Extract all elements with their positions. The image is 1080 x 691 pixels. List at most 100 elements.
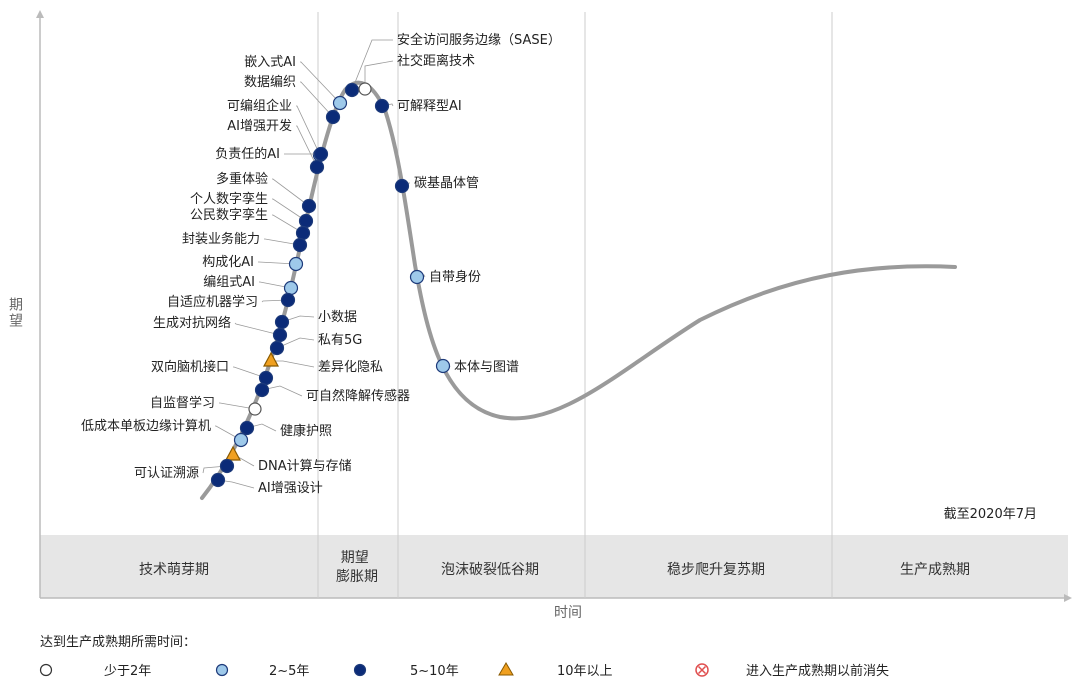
technology-marker[interactable] [254, 382, 270, 398]
technology-marker[interactable] [295, 225, 311, 241]
technology-marker[interactable] [292, 237, 308, 253]
technology-marker[interactable] [394, 178, 410, 194]
technology-label: 低成本单板边缘计算机 [81, 419, 211, 434]
leader-line [264, 238, 301, 246]
technology-label: 负责任的AI [215, 146, 280, 162]
legend-label: 进入生产成熟期以前消失 [746, 663, 889, 679]
technology-label: 可编组企业 [227, 98, 292, 114]
technology-marker[interactable] [325, 109, 341, 125]
technology-marker[interactable] [283, 280, 299, 296]
technology-marker[interactable] [409, 269, 425, 285]
leader-line [351, 39, 393, 91]
technology-label: AI增强设计 [258, 481, 323, 496]
technology-marker[interactable] [248, 402, 262, 416]
technology-marker[interactable] [280, 292, 296, 308]
technology-label: 健康护照 [280, 423, 332, 439]
technology-label: 可解释型AI [397, 99, 462, 114]
x-axis-label: 时间 [554, 605, 582, 621]
technology-marker[interactable] [272, 327, 288, 343]
technology-marker[interactable] [239, 420, 255, 436]
technology-label: 个人数字孪生 [190, 191, 268, 207]
technology-marker[interactable] [262, 351, 280, 367]
leader-line [272, 214, 304, 234]
leader-line [234, 322, 281, 336]
technology-marker[interactable] [301, 198, 317, 214]
technology-label: 安全访问服务边缘（SASE） [397, 32, 561, 48]
leader-line [272, 198, 307, 222]
technology-label: 数据编织 [244, 75, 296, 90]
technology-marker[interactable] [358, 82, 372, 96]
technology-label: AI增强开发 [227, 118, 292, 134]
leader-line [219, 402, 256, 410]
leader-line [259, 281, 292, 289]
leader-line [261, 299, 289, 303]
technology-marker[interactable] [344, 82, 360, 98]
phase-band [40, 535, 1068, 598]
x-axis-arrow-icon [1064, 594, 1072, 602]
phase-label: 泡沫破裂低谷期 [441, 562, 539, 578]
leader-line [300, 61, 341, 104]
technology-label: 自适应机器学习 [167, 294, 258, 310]
technology-label: 可认证溯源 [134, 465, 199, 481]
technology-label: 多重体验 [216, 171, 268, 187]
technology-marker[interactable] [274, 314, 290, 330]
legend-title: 达到生产成熟期所需时间： [40, 634, 196, 650]
technology-marker[interactable] [374, 98, 390, 114]
phase-label: 期望 膨胀期 [336, 550, 378, 585]
technology-label: 可自然降解传感器 [306, 388, 410, 404]
technology-marker[interactable] [224, 445, 242, 461]
technology-marker[interactable] [258, 370, 274, 386]
technology-label: 碳基晶体管 [414, 176, 479, 191]
technology-marker[interactable] [269, 340, 285, 356]
y-axis-label: 期望 [7, 297, 23, 329]
technology-marker[interactable] [233, 432, 249, 448]
technology-marker[interactable] [298, 213, 314, 229]
legend-label: 10年以上 [557, 664, 613, 679]
leader-line [233, 366, 267, 379]
legend-label: 2~5年 [269, 664, 309, 679]
leader-line [276, 337, 315, 349]
leader-line [296, 125, 318, 168]
leader-line [258, 261, 297, 265]
leader-line [272, 178, 310, 207]
technology-label: 嵌入式AI [244, 55, 296, 70]
technology-label: 生成对抗网络 [153, 315, 231, 331]
phase-label: 生产成熟期 [900, 562, 970, 578]
legend-symbol [215, 663, 229, 677]
leader-line [364, 60, 394, 89]
leader-line [202, 465, 228, 474]
legend: 少于2年 2~5年 5~10年 10年以上 进入生产成熟期以前消失 [39, 662, 889, 679]
legend-label: 少于2年 [104, 664, 151, 679]
leader-line [296, 105, 321, 156]
phase-label: 稳步爬升复苏期 [667, 561, 765, 578]
technology-marker[interactable] [435, 358, 451, 374]
technology-label: 私有5G [318, 333, 362, 348]
phase-label-line2: 膨胀期 [336, 568, 378, 585]
legend-symbol [498, 662, 514, 676]
technology-label: 本体与图谱 [454, 360, 519, 375]
legend-symbol [353, 663, 367, 677]
technology-marker[interactable] [210, 472, 226, 488]
technology-label: 小数据 [318, 310, 357, 325]
phase-label: 技术萌芽期 [139, 562, 209, 578]
technology-marker[interactable] [332, 95, 348, 111]
technology-label: 公民数字孪生 [190, 207, 268, 223]
technology-label: 封装业务能力 [182, 231, 260, 247]
y-axis-arrow-icon [36, 10, 44, 18]
legend-label: 5~10年 [410, 664, 459, 679]
technology-label: 差异化隐私 [318, 360, 383, 375]
technology-label: 自监督学习 [150, 395, 215, 411]
leader-line [215, 425, 242, 441]
technology-label: 编组式AI [203, 275, 255, 290]
technology-marker[interactable] [219, 458, 235, 474]
technology-label: DNA计算与存储 [258, 459, 352, 474]
technology-label: 社交距离技术 [397, 53, 475, 69]
technology-marker[interactable] [288, 256, 304, 272]
technology-marker[interactable] [309, 159, 325, 175]
as-of-date: 截至2020年7月 [944, 507, 1037, 522]
legend-symbol [695, 663, 709, 677]
phase-label-line1: 期望 [341, 550, 369, 566]
technology-marker[interactable] [313, 146, 329, 162]
